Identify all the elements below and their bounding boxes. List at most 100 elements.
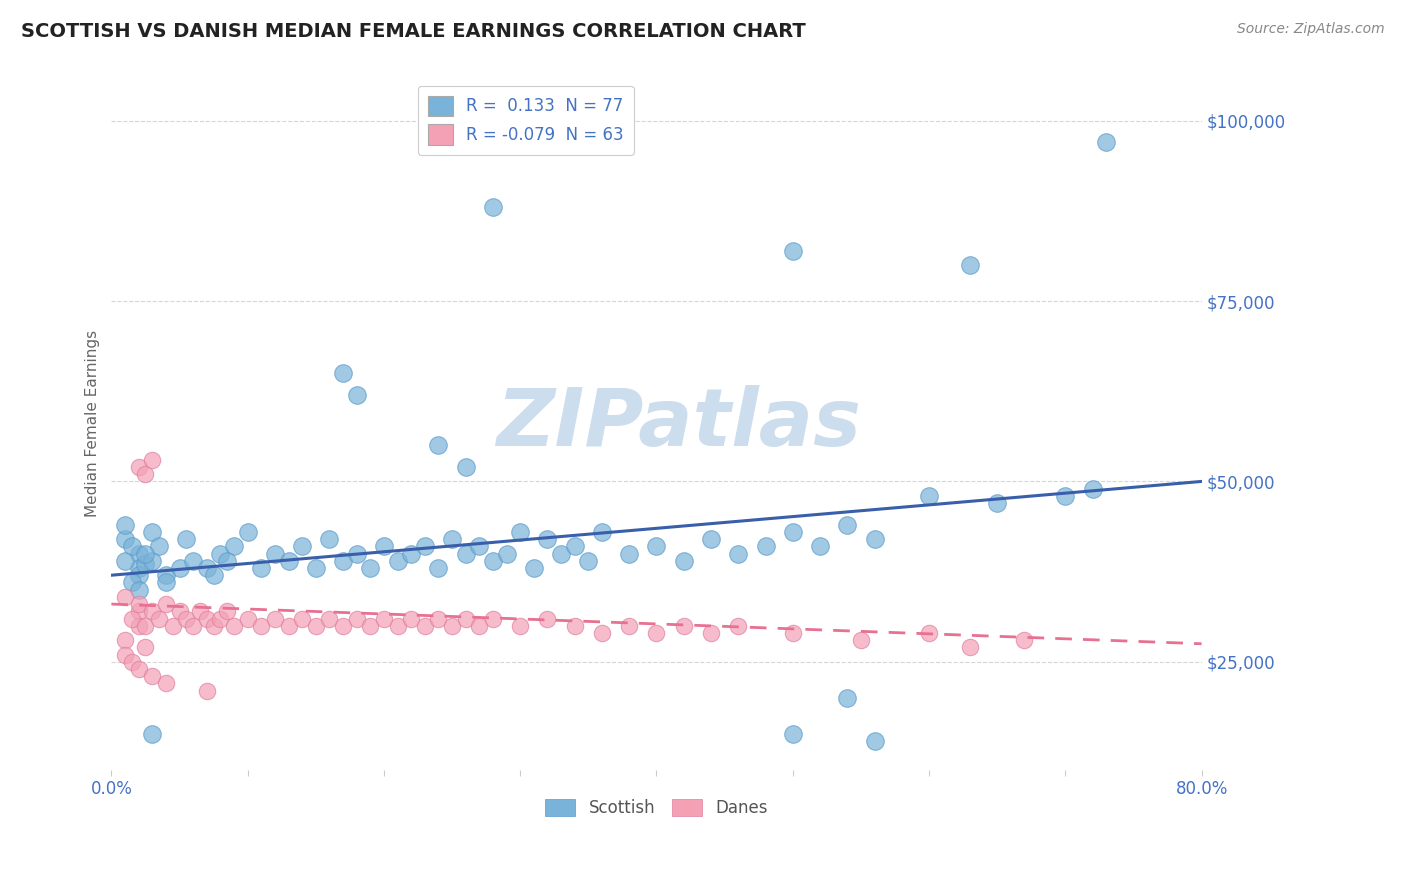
Point	[413, 540, 436, 554]
Point	[318, 611, 340, 625]
Point	[482, 200, 505, 214]
Point	[128, 618, 150, 632]
Point	[155, 597, 177, 611]
Point	[332, 366, 354, 380]
Point	[959, 258, 981, 272]
Point	[373, 611, 395, 625]
Point	[672, 618, 695, 632]
Point	[754, 540, 776, 554]
Point	[128, 568, 150, 582]
Point	[346, 611, 368, 625]
Point	[277, 618, 299, 632]
Point	[619, 547, 641, 561]
Point	[1014, 633, 1036, 648]
Point	[264, 611, 287, 625]
Point	[619, 618, 641, 632]
Point	[645, 540, 668, 554]
Point	[863, 734, 886, 748]
Point	[399, 611, 422, 625]
Point	[195, 611, 218, 625]
Point	[1054, 489, 1077, 503]
Point	[222, 618, 245, 632]
Y-axis label: Median Female Earnings: Median Female Earnings	[86, 330, 100, 517]
Point	[176, 611, 198, 625]
Point	[121, 540, 143, 554]
Point	[918, 626, 941, 640]
Point	[217, 604, 239, 618]
Point	[591, 626, 613, 640]
Point	[346, 388, 368, 402]
Text: SCOTTISH VS DANISH MEDIAN FEMALE EARNINGS CORRELATION CHART: SCOTTISH VS DANISH MEDIAN FEMALE EARNING…	[21, 22, 806, 41]
Point	[195, 561, 218, 575]
Point	[114, 648, 136, 662]
Point	[482, 554, 505, 568]
Point	[155, 568, 177, 582]
Point	[959, 640, 981, 655]
Point	[291, 540, 314, 554]
Point	[454, 611, 477, 625]
Point	[141, 727, 163, 741]
Point	[849, 633, 872, 648]
Point	[305, 561, 328, 575]
Point	[427, 611, 450, 625]
Point	[114, 590, 136, 604]
Point	[837, 690, 859, 705]
Point	[454, 460, 477, 475]
Point	[148, 611, 170, 625]
Point	[169, 561, 191, 575]
Point	[332, 554, 354, 568]
Point	[727, 618, 749, 632]
Point	[986, 496, 1008, 510]
Point	[128, 547, 150, 561]
Point	[114, 532, 136, 546]
Point	[373, 540, 395, 554]
Point	[169, 604, 191, 618]
Point	[121, 611, 143, 625]
Point	[134, 558, 156, 572]
Point	[509, 618, 531, 632]
Point	[222, 540, 245, 554]
Point	[134, 640, 156, 655]
Point	[277, 554, 299, 568]
Point	[700, 626, 723, 640]
Point	[121, 655, 143, 669]
Point	[645, 626, 668, 640]
Point	[141, 452, 163, 467]
Point	[509, 524, 531, 539]
Point	[454, 547, 477, 561]
Point	[209, 547, 232, 561]
Point	[128, 662, 150, 676]
Point	[782, 244, 804, 258]
Point	[134, 618, 156, 632]
Point	[134, 547, 156, 561]
Point	[155, 575, 177, 590]
Point	[134, 467, 156, 482]
Point	[387, 618, 409, 632]
Point	[918, 489, 941, 503]
Point	[181, 618, 204, 632]
Point	[782, 626, 804, 640]
Point	[359, 618, 381, 632]
Point	[536, 611, 558, 625]
Point	[550, 547, 572, 561]
Point	[413, 618, 436, 632]
Point	[576, 554, 599, 568]
Point	[291, 611, 314, 625]
Point	[250, 618, 273, 632]
Point	[399, 547, 422, 561]
Point	[209, 611, 232, 625]
Point	[148, 540, 170, 554]
Point	[181, 554, 204, 568]
Point	[1081, 482, 1104, 496]
Point	[346, 547, 368, 561]
Point	[155, 676, 177, 690]
Point	[162, 618, 184, 632]
Point	[837, 517, 859, 532]
Point	[305, 618, 328, 632]
Text: ZIPatlas: ZIPatlas	[496, 384, 860, 463]
Point	[128, 460, 150, 475]
Point	[727, 547, 749, 561]
Point	[318, 532, 340, 546]
Point	[387, 554, 409, 568]
Point	[700, 532, 723, 546]
